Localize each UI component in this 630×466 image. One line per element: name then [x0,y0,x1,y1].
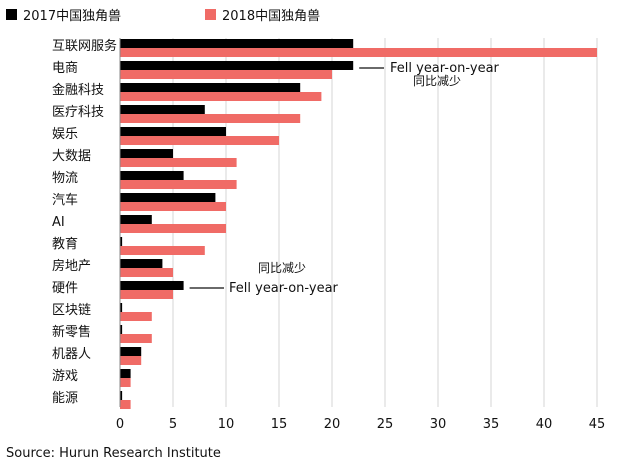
bar-2018 [120,356,142,365]
bar-2017 [120,281,184,290]
bar-2017 [120,303,123,312]
bar-2018 [120,312,152,321]
category-label: 教育 [52,236,78,252]
x-tick-label: 10 [218,417,235,432]
category-label: AI [52,215,65,230]
category-label: 区块链 [52,303,91,318]
x-tick-label: 40 [536,417,553,432]
x-tick-label: 30 [430,417,447,432]
annotation-text: Fell year-on-year [390,61,500,76]
bar-2017 [120,237,123,246]
bar-2017 [120,193,216,202]
source-note: Source: Hurun Research Institute [6,446,221,461]
bar-2018 [120,334,152,343]
x-tick-label: 0 [116,417,124,432]
bar-2018 [120,246,205,255]
legend-swatch-2018 [205,8,216,20]
category-label: 互联网服务 [52,38,117,54]
bar-2017 [120,259,163,268]
x-tick-label: 25 [377,417,394,432]
category-label: 大数据 [52,149,91,164]
bar-2018 [120,290,173,299]
bar-2017 [120,369,131,378]
bar-2017 [120,83,301,92]
bar-2017 [120,127,226,136]
bar-2018 [120,224,226,233]
bar-2017 [120,39,354,48]
bar-2018 [120,202,226,211]
category-label: 汽车 [52,192,78,208]
bar-2017 [120,325,123,334]
bar-2017 [120,391,123,400]
bar-2017 [120,149,173,158]
legend-item-2017: 2017中国独角兽 [6,5,122,24]
bar-2017 [120,105,205,114]
category-label: 机器人 [52,347,91,362]
bar-2018 [120,268,173,277]
category-label: 医疗科技 [52,105,104,120]
legend-item-2018: 2018中国独角兽 [205,5,321,24]
x-tick-label: 15 [271,417,288,432]
category-label: 游戏 [52,369,78,384]
legend-label-2018: 2018中国独角兽 [222,8,321,24]
bar-2018 [120,114,301,123]
annotation-text: 同比减少 [413,74,461,88]
category-label: 能源 [52,391,78,406]
bar-2018 [120,48,597,57]
legend-swatch-2017 [6,8,17,20]
annotation-text: 同比减少 [258,261,306,275]
x-tick-label: 5 [169,417,177,432]
category-label: 硬件 [52,281,78,296]
bar-2018 [120,400,131,409]
bar-2018 [120,92,322,101]
x-tick-label: 20 [324,417,341,432]
bar-2018 [120,180,237,189]
x-tick-label: 45 [589,417,606,432]
category-label: 娱乐 [52,127,78,142]
category-label: 物流 [52,171,78,186]
legend-label-2017: 2017中国独角兽 [23,8,122,24]
category-label: 电商 [52,61,78,76]
bar-2018 [120,136,279,145]
bar-2017 [120,215,152,224]
x-tick-label: 35 [483,417,500,432]
category-label: 金融科技 [52,82,104,98]
category-label: 新零售 [52,324,91,340]
bar-2018 [120,70,332,79]
bar-2018 [120,158,237,167]
bar-2017 [120,61,354,70]
bar-2017 [120,347,142,356]
bar-2017 [120,171,184,180]
bar-2018 [120,378,131,387]
category-label: 房地产 [52,258,91,274]
annotation-text: Fell year-on-year [229,281,339,296]
